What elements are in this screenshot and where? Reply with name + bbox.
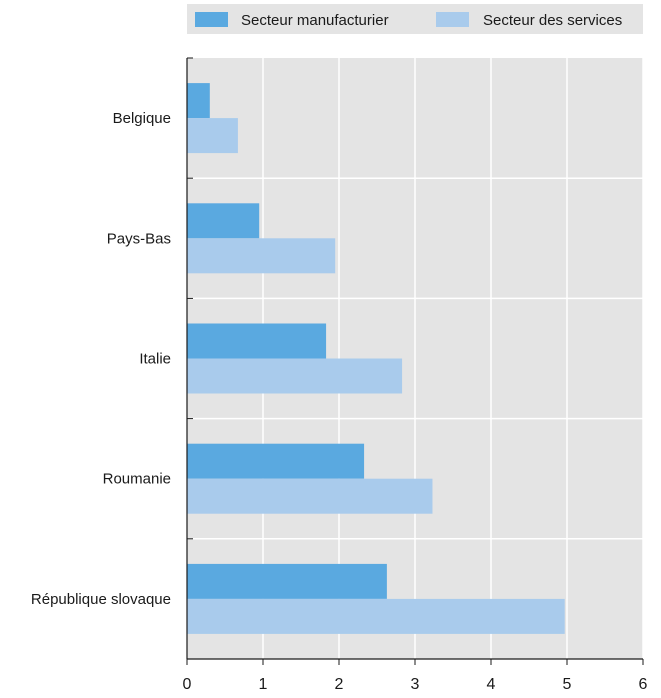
bar-manufacturier — [187, 563, 387, 599]
x-tick-labels: 0 1 2 3 4 5 6 — [183, 676, 648, 693]
category-label: Roumanie — [103, 471, 171, 488]
x-tick-label: 5 — [563, 676, 572, 693]
bar-services — [187, 358, 403, 394]
x-tick-label: 4 — [487, 676, 496, 693]
x-tick-label: 3 — [411, 676, 420, 693]
bar-manufacturier — [187, 323, 327, 359]
legend-background — [187, 4, 643, 34]
category-label: République slovaque — [31, 591, 171, 608]
x-tick-label: 6 — [639, 676, 648, 693]
axes — [186, 57, 644, 665]
gridlines — [187, 58, 644, 659]
bar-manufacturier — [187, 203, 260, 239]
x-tick-label: 1 — [259, 676, 268, 693]
legend: Secteur manufacturier Secteur des servic… — [187, 4, 643, 34]
legend-swatch-services — [436, 12, 469, 27]
bar-services — [187, 598, 565, 634]
legend-label-services: Secteur des services — [483, 12, 622, 29]
bars — [187, 83, 565, 634]
category-label: Pays-Bas — [107, 230, 171, 247]
x-tick-label: 2 — [335, 676, 344, 693]
bar-services — [187, 478, 433, 514]
legend-label-manufacturier: Secteur manufacturier — [241, 12, 389, 29]
bar-services — [187, 118, 238, 154]
category-label: Belgique — [113, 110, 171, 127]
category-labels: Belgique Pays-Bas Italie Roumanie République… — [31, 110, 171, 608]
bar-manufacturier — [187, 83, 210, 119]
x-tick-label: 0 — [183, 676, 192, 693]
bar-services — [187, 238, 336, 274]
bar-manufacturier — [187, 443, 365, 479]
category-label: Italie — [139, 351, 171, 368]
legend-swatch-manufacturier — [195, 12, 228, 27]
